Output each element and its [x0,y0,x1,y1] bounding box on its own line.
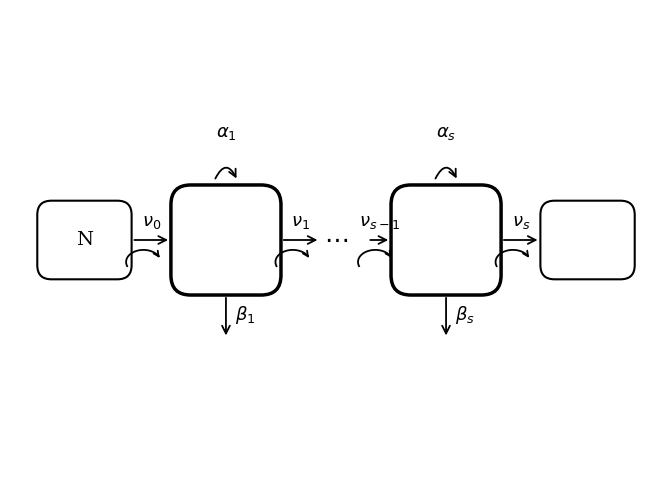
FancyBboxPatch shape [540,201,635,279]
Text: $\beta_s$: $\beta_s$ [456,304,475,326]
Text: $\nu_1$: $\nu_1$ [291,213,310,230]
Text: $\alpha_1$: $\alpha_1$ [216,124,237,142]
Text: $\nu_s$: $\nu_s$ [511,213,530,230]
Text: $\alpha_s$: $\alpha_s$ [436,124,456,142]
Text: $\cdots$: $\cdots$ [324,228,348,252]
Text: $\nu_0$: $\nu_0$ [142,213,161,230]
FancyBboxPatch shape [391,185,501,295]
Text: $\beta_1$: $\beta_1$ [235,304,256,326]
Text: $\nu_{s-1}$: $\nu_{s-1}$ [359,213,400,230]
Text: N: N [76,231,93,249]
FancyBboxPatch shape [171,185,281,295]
FancyBboxPatch shape [37,201,132,279]
